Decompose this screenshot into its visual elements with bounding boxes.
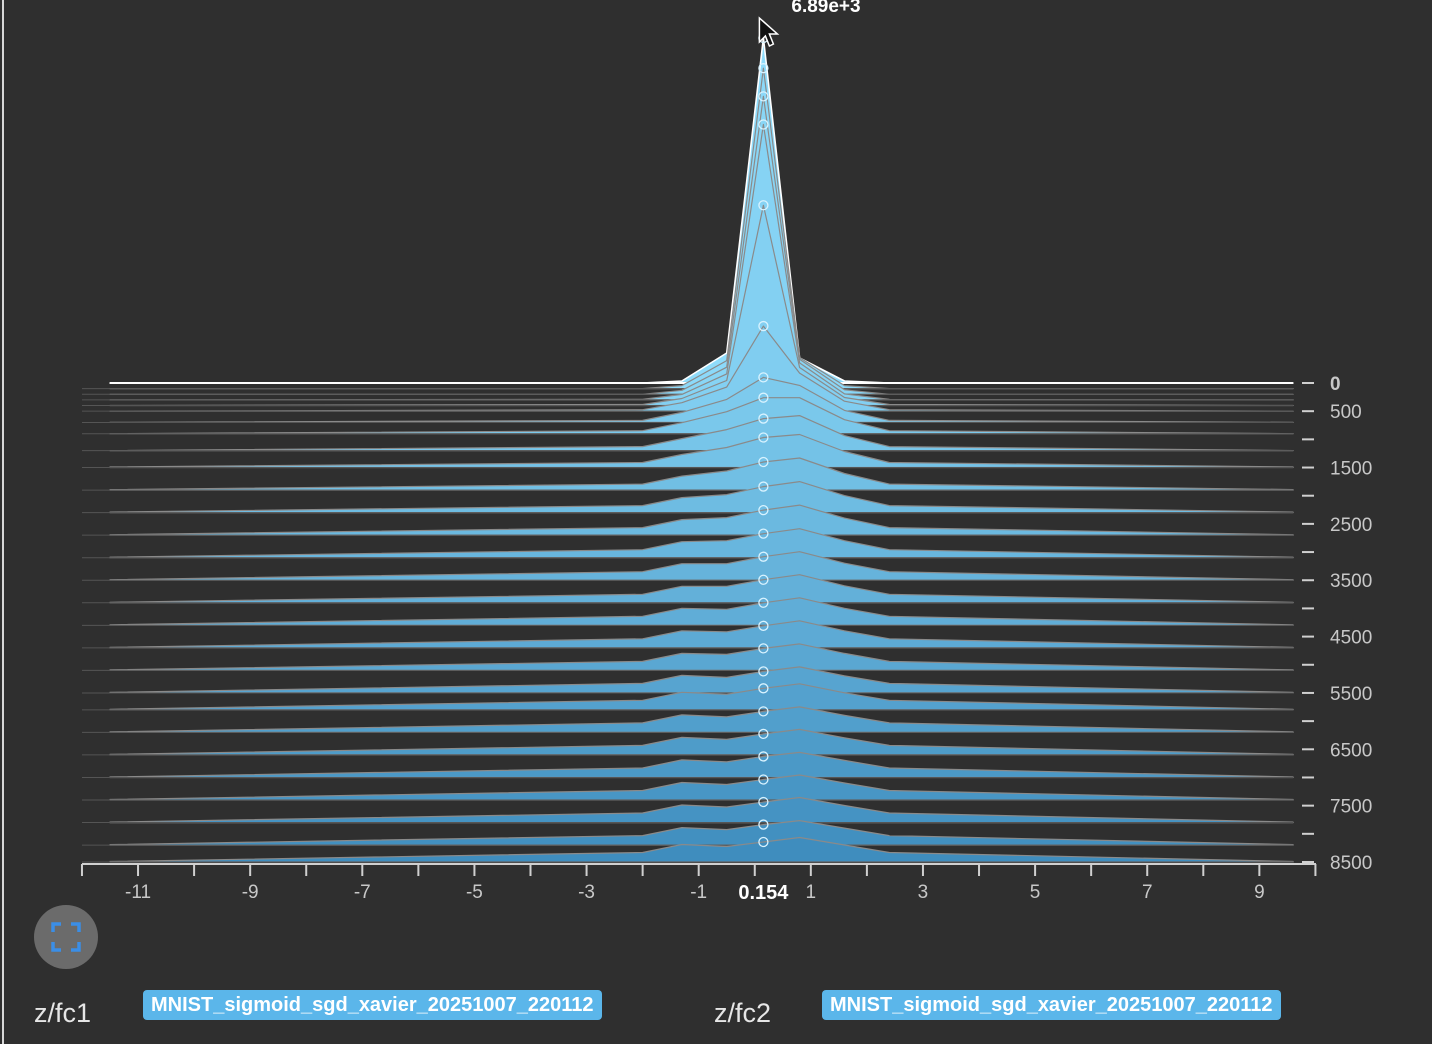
card-title-fc1: z/fc1 — [34, 998, 92, 1028]
histogram-layer-step-500[interactable] — [109, 325, 1294, 412]
x-tick-label: 3 — [918, 882, 929, 903]
x-tick-label: 7 — [1142, 882, 1153, 903]
card-left-border — [2, 0, 4, 1044]
hover-point — [758, 597, 769, 608]
x-axis: -11 -9 -7 -5 -3 -1 1 3 5 7 9 — [80, 863, 1317, 903]
fullscreen-button[interactable] — [34, 905, 98, 969]
x-tick-label: -11 — [125, 882, 151, 903]
hover-x-label: 0.154 — [738, 882, 789, 904]
histogram-layer-step-300[interactable] — [109, 123, 1294, 401]
histogram-layer-step-6600[interactable] — [109, 728, 1294, 756]
card-title-fc2: z/fc2 — [714, 998, 772, 1028]
x-tick-label: -5 — [466, 882, 483, 903]
histogram-layer-step-700[interactable] — [109, 376, 1294, 423]
hover-point — [758, 706, 769, 717]
histogram-layer-step-7800[interactable] — [109, 796, 1294, 824]
hover-layer: 6.89e+3 0.154 — [738, 0, 860, 904]
hover-point — [758, 551, 769, 562]
hover-point — [758, 666, 769, 677]
histogram-layer-step-1200[interactable] — [109, 415, 1294, 452]
histogram-layer-step-6200[interactable] — [109, 706, 1294, 733]
hover-point — [758, 819, 769, 830]
step-tick-label: 3500 — [1330, 571, 1372, 592]
hover-point — [758, 372, 769, 383]
x-tick-label: 1 — [806, 882, 817, 903]
step-tick-label: 1500 — [1330, 459, 1372, 480]
step-tick-label: 4500 — [1330, 628, 1372, 649]
step-tick-label: 2500 — [1330, 515, 1372, 536]
step-tick-label: 8500 — [1330, 853, 1372, 874]
hover-point — [758, 91, 769, 102]
hover-point — [758, 796, 769, 808]
fullscreen-icon — [51, 922, 81, 952]
histogram-layer-step-0[interactable] — [109, 37, 1294, 384]
step-tick-label: 500 — [1330, 402, 1362, 423]
histogram-layer-step-200[interactable] — [109, 95, 1294, 395]
x-tick-label: -9 — [242, 882, 259, 903]
step-tick-label: 0 — [1330, 374, 1341, 395]
run-chip-fc1[interactable]: MNIST_sigmoid_sgd_xavier_20251007_220112 — [143, 990, 602, 1020]
step-axis: 0 500 1500 2500 3500 4500 5500 6500 7500 8500 — [1302, 374, 1372, 874]
hover-point — [758, 481, 769, 492]
hover-point — [758, 774, 769, 785]
step-tick-label: 6500 — [1330, 740, 1372, 761]
hover-point — [758, 643, 769, 654]
x-tick-label: -3 — [578, 882, 595, 903]
hover-point — [758, 413, 769, 424]
mouse-cursor-icon — [758, 16, 780, 48]
hover-point — [758, 456, 769, 468]
histogram-layer-step-100[interactable] — [109, 67, 1294, 390]
histogram-layer-step-7400[interactable] — [109, 774, 1294, 801]
histogram-layer-step-900[interactable] — [109, 397, 1294, 435]
hover-point — [758, 504, 769, 516]
hover-point — [758, 728, 769, 740]
hover-point — [758, 392, 769, 403]
x-tick-label: -7 — [354, 882, 371, 903]
histogram-layer-step-7000[interactable] — [109, 751, 1294, 779]
step-tick-label: 5500 — [1330, 684, 1372, 705]
x-tick-label: 9 — [1254, 882, 1265, 903]
hover-point — [758, 119, 769, 130]
x-tick-label: 5 — [1030, 882, 1041, 903]
hover-point — [758, 528, 769, 539]
hover-point — [758, 574, 769, 585]
histogram-layer-step-400[interactable] — [109, 204, 1294, 407]
hover-point — [758, 683, 769, 694]
hover-peak-label: 6.89e+3 — [791, 0, 860, 17]
hover-point — [758, 620, 769, 631]
hover-point — [758, 63, 769, 74]
step-tick-label: 7500 — [1330, 797, 1372, 818]
x-tick-label: -1 — [690, 882, 707, 903]
hover-point — [758, 836, 769, 848]
hover-point — [758, 432, 769, 443]
run-chip-fc2[interactable]: MNIST_sigmoid_sgd_xavier_20251007_220112 — [822, 990, 1281, 1020]
histogram-layer-step-8200[interactable] — [109, 820, 1294, 846]
hover-point — [758, 320, 769, 332]
histogram-layers — [82, 32, 1294, 863]
hover-point — [758, 200, 769, 211]
hover-point — [758, 751, 769, 762]
